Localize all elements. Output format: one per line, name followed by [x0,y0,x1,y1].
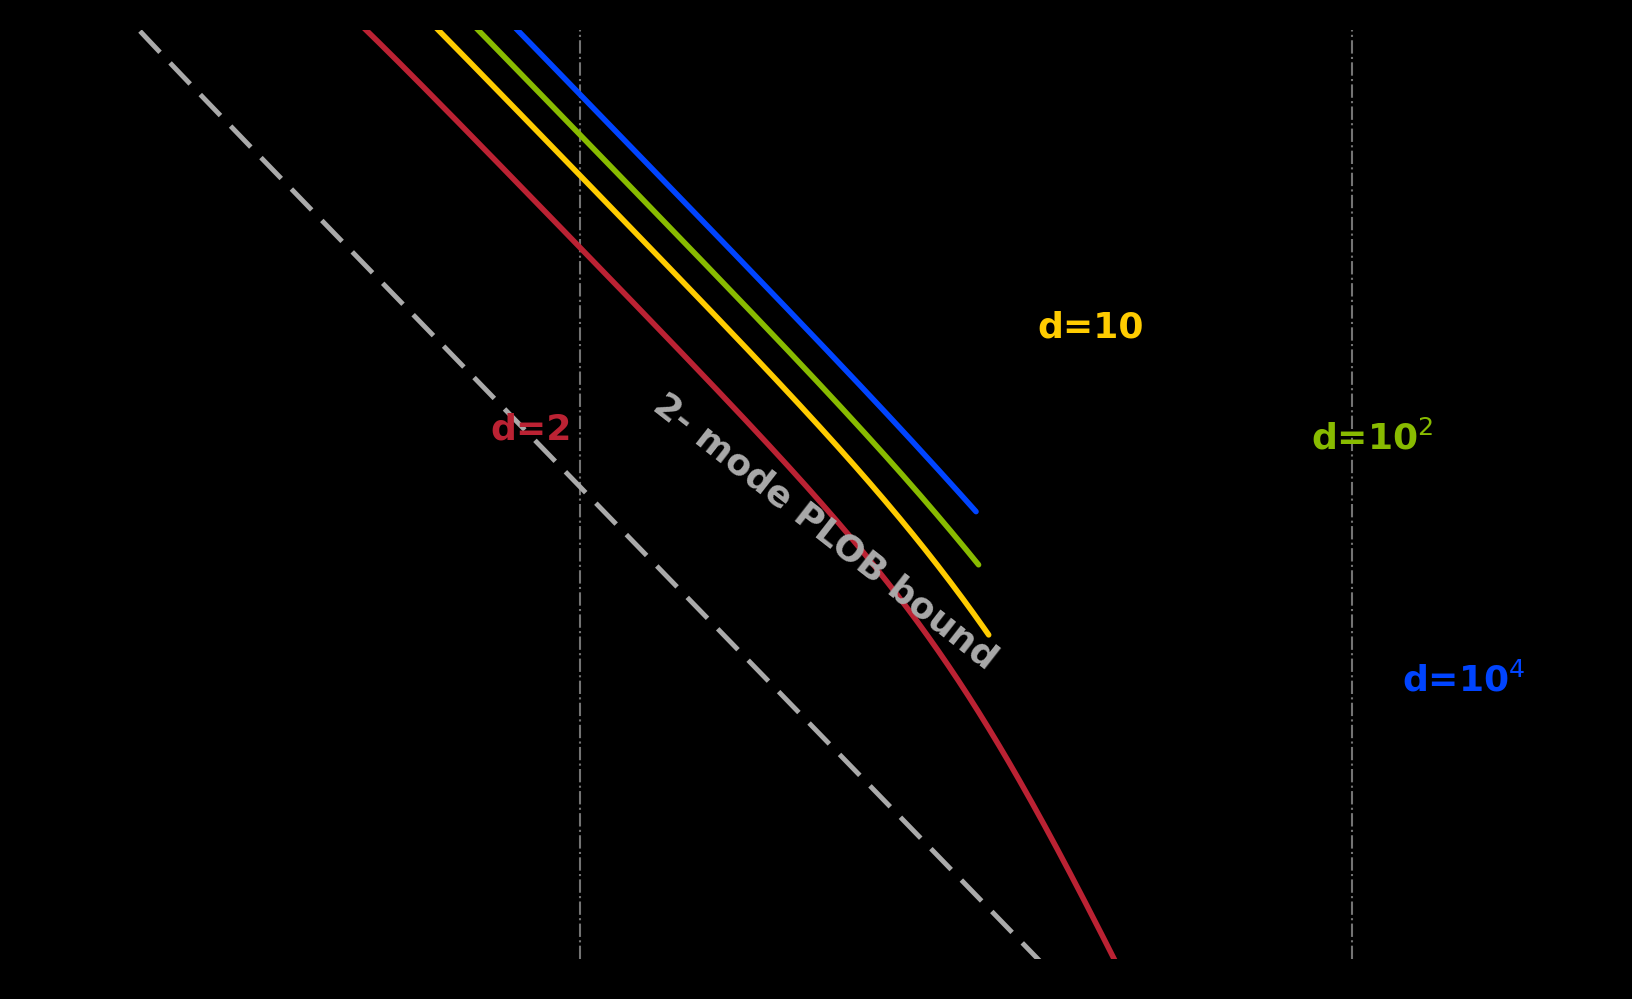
Text: d=10$^2$: d=10$^2$ [1310,421,1433,457]
Text: 2- mode PLOB bound: 2- mode PLOB bound [646,388,1002,676]
Text: d=10: d=10 [1036,311,1142,345]
Text: d=2: d=2 [490,413,571,447]
Text: d=10$^4$: d=10$^4$ [1400,662,1524,698]
